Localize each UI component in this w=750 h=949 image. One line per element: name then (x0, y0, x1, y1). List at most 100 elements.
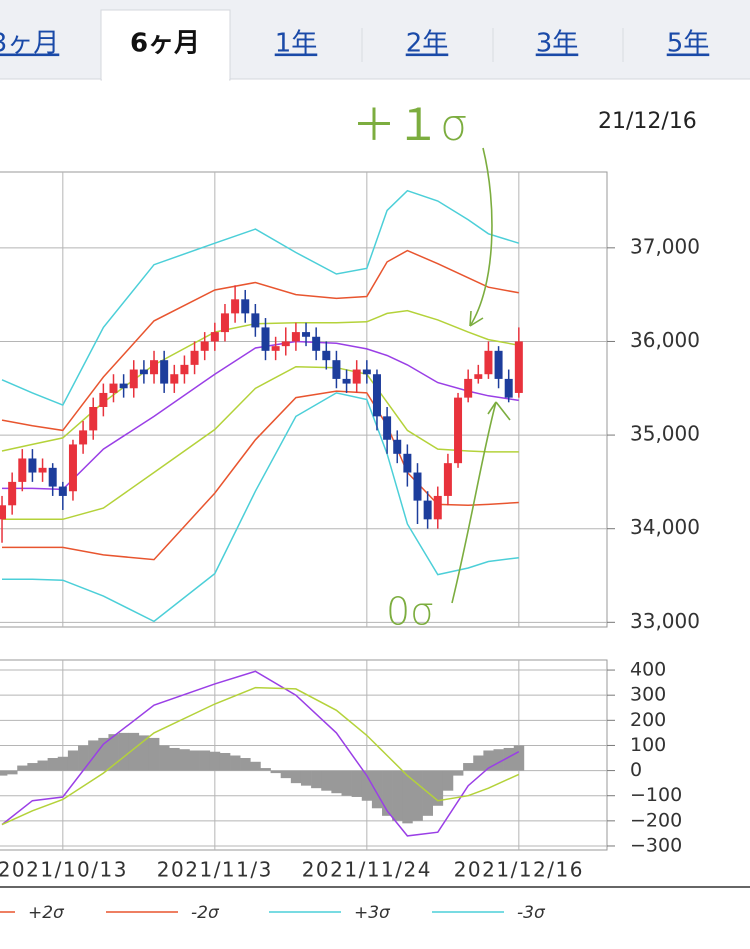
y-tick-label: −100 (630, 784, 682, 806)
histogram-bar (503, 747, 515, 771)
candle-body (68, 444, 77, 492)
tab[interactable]: 5年 (667, 29, 710, 59)
histogram-bar (179, 749, 190, 771)
candle-body (89, 406, 98, 431)
legend-label: -2σ (191, 903, 220, 923)
x-tick-label: 2021/10/13 (0, 858, 128, 882)
candle-body (99, 392, 108, 407)
candle-body (28, 458, 37, 473)
y-tick-label: 35,000 (630, 422, 700, 446)
candle-body (200, 341, 209, 351)
candle-body (38, 467, 47, 473)
active-tab-bg (100, 9, 231, 81)
histogram-bar (382, 770, 393, 816)
histogram-bar (270, 770, 281, 774)
histogram-bar (371, 770, 383, 809)
histogram-bar (483, 750, 494, 771)
y-tick-label: 33,000 (630, 609, 700, 633)
candle-body (302, 332, 311, 337)
candle-body (403, 453, 412, 473)
candle-body (271, 346, 280, 351)
histogram-bar (108, 734, 119, 771)
legend-label: -3σ (517, 903, 546, 923)
candle-body (180, 364, 189, 375)
arrow-head (469, 310, 484, 327)
histogram-bar (118, 732, 129, 771)
histogram-bar (513, 745, 525, 771)
histogram-bar (67, 750, 79, 771)
x-tick-label: 2021/11/3 (157, 858, 273, 882)
histogram-bar (17, 765, 28, 771)
candle-body (8, 481, 17, 506)
histogram-bar (219, 752, 231, 771)
y-tick-label: −300 (630, 834, 682, 856)
candle-body (190, 350, 199, 365)
active-tab-gap (102, 76, 229, 82)
histogram-bar (392, 770, 403, 821)
arrow (451, 401, 497, 604)
legend-label: +2σ (28, 903, 65, 923)
candle-body (423, 500, 432, 520)
histogram-bar (138, 735, 150, 771)
histogram-bar (290, 770, 302, 784)
candle-body (352, 369, 361, 384)
candle-body (504, 378, 513, 398)
histogram-bar (412, 770, 423, 821)
tab[interactable]: 1年 (275, 29, 318, 59)
candle-body (514, 341, 523, 393)
candle-body (322, 350, 331, 361)
tab[interactable]: 3ヶ月 (0, 29, 59, 59)
histogram-bar (88, 740, 99, 771)
histogram-bar (209, 751, 221, 771)
histogram-bar (341, 770, 352, 796)
histogram-bar (169, 747, 180, 771)
histogram-bar (452, 770, 464, 776)
candle-body (241, 299, 250, 314)
candle-body (332, 360, 341, 379)
candle-body (58, 486, 67, 496)
histogram-bar (189, 750, 200, 771)
histogram-bar (148, 737, 160, 771)
y-tick-label: 200 (630, 709, 666, 731)
series-line (1, 249, 519, 432)
histogram-bar (311, 770, 322, 789)
legend-label: +3σ (354, 903, 391, 923)
tabs: 3ヶ月 6ヶ月 1年 2年 3年 5年 (0, 29, 709, 59)
candle-body (160, 360, 169, 384)
histogram-bar (57, 756, 69, 771)
histogram-bar (331, 770, 342, 794)
series-line (1, 670, 520, 837)
histogram-bar (250, 761, 261, 771)
tab: 6ヶ月 (130, 29, 200, 59)
candle-body (484, 350, 493, 375)
candle-body (464, 378, 473, 398)
y-tick-label: 100 (630, 734, 666, 756)
x-tick-label: 2021/12/16 (454, 858, 584, 882)
annotation-arrows (451, 147, 511, 604)
candle-body (494, 350, 503, 379)
histogram-bar (280, 770, 292, 779)
candle-body (261, 327, 270, 351)
y-tick-label: 34,000 (630, 515, 700, 539)
histogram-bar (463, 763, 474, 771)
y-tick-label: 300 (630, 684, 666, 706)
candle-body (393, 439, 402, 454)
histogram-bar (351, 770, 363, 797)
histogram-bar (473, 755, 484, 771)
annotation: 0σ (386, 590, 434, 634)
histogram-bar (98, 737, 109, 771)
candle-body (443, 463, 452, 496)
tab[interactable]: 3年 (536, 29, 579, 59)
series-line (1, 686, 520, 826)
histogram-bar (37, 760, 48, 771)
candle-body (210, 332, 219, 342)
candle-body (231, 299, 240, 314)
histogram-bar (300, 770, 312, 786)
histogram-bar (321, 770, 332, 791)
candle-body (220, 313, 229, 333)
histogram-bar (240, 758, 251, 771)
histogram-bar (493, 749, 504, 771)
tab[interactable]: 2年 (406, 29, 449, 59)
candle-body (312, 336, 321, 351)
y-tick-label: 400 (630, 659, 666, 681)
